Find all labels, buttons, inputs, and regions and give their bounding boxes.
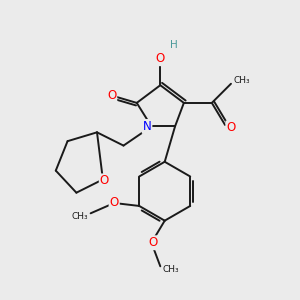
Text: H: H (170, 40, 177, 50)
Text: CH₃: CH₃ (233, 76, 250, 85)
Text: N: N (143, 120, 152, 133)
Text: CH₃: CH₃ (163, 265, 179, 274)
Text: O: O (110, 196, 119, 209)
Text: CH₃: CH₃ (72, 212, 88, 221)
Text: O: O (148, 236, 158, 249)
Text: O: O (226, 122, 236, 134)
Text: O: O (156, 52, 165, 65)
Text: O: O (100, 174, 109, 188)
Text: O: O (107, 89, 116, 102)
